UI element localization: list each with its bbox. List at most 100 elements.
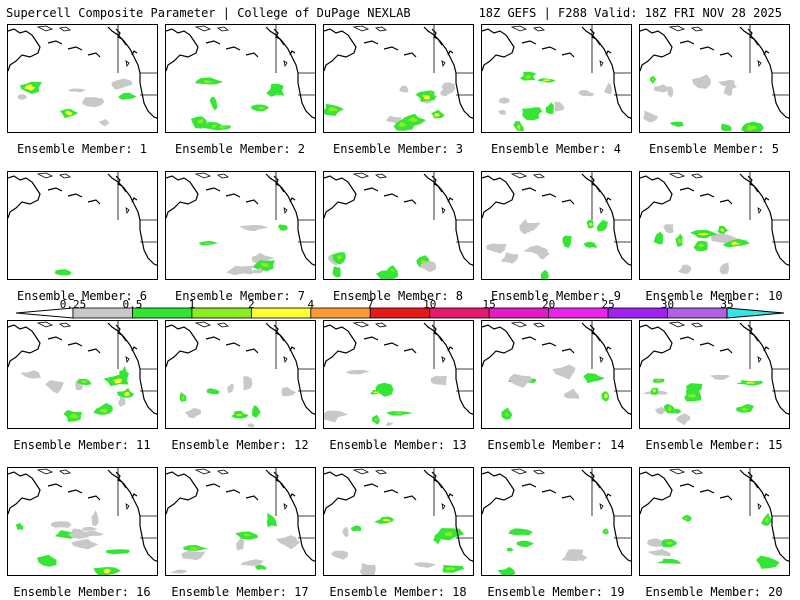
coastline [431, 324, 443, 342]
scp-contour-area [55, 269, 72, 276]
scp-contour-area [596, 219, 608, 232]
colorbar-tick-label: 1 [188, 298, 196, 311]
scp-contour-area [189, 547, 200, 550]
scp-contour-area [663, 224, 674, 234]
scp-contour-area [251, 405, 261, 418]
scp-contour-area [654, 407, 668, 415]
coastline [67, 342, 83, 347]
island-outline [375, 469, 387, 475]
scp-contour-area [385, 421, 394, 427]
member-map-graphic [324, 468, 473, 575]
scp-contour-area [65, 110, 73, 116]
coastline [131, 346, 138, 352]
island-outline [691, 322, 703, 328]
scp-contour-area [206, 388, 220, 395]
island-outline [691, 26, 703, 32]
island-outline [125, 207, 130, 215]
scp-contour-area [653, 231, 664, 245]
scp-contour-area [258, 107, 266, 110]
coastline [205, 336, 221, 341]
ensemble-member-caption: Ensemble Member: 9 [490, 289, 622, 303]
scp-contour-area [543, 79, 550, 81]
coastline [166, 28, 199, 72]
island-outline [691, 173, 703, 179]
ensemble-member-caption: Ensemble Member: 19 [487, 585, 625, 599]
scp-contour-area [498, 97, 511, 104]
island-outline [691, 469, 703, 475]
ensemble-member-caption: Ensemble Member: 16 [13, 585, 151, 599]
ensemble-member-map-8 [323, 171, 474, 280]
coastline [521, 336, 537, 341]
island-outline [36, 468, 54, 475]
coastline [383, 489, 399, 494]
scp-contour-area [373, 391, 380, 394]
scp-contour-area [359, 562, 376, 575]
colorbar-segment [310, 307, 371, 319]
coastline [541, 489, 557, 494]
coastline [8, 175, 41, 219]
island-outline [441, 503, 446, 511]
coastline [482, 175, 515, 219]
scp-contour-area [226, 265, 253, 276]
coastline [541, 46, 557, 51]
coastline [699, 193, 715, 198]
member-map-graphic [324, 321, 473, 427]
scp-contour-area [676, 413, 691, 426]
scp-contour-area [260, 262, 269, 268]
scp-contour-area [266, 83, 285, 97]
coastline [679, 187, 695, 192]
scp-contour-area [374, 418, 378, 422]
member-map-graphic [8, 25, 157, 127]
coastline [225, 193, 241, 198]
coastline [447, 493, 454, 499]
ensemble-member-map-9 [481, 171, 632, 280]
scp-contour-area [266, 512, 278, 528]
coastline [747, 324, 759, 342]
coastline [431, 28, 443, 46]
coastline [719, 495, 733, 501]
island-outline [125, 356, 130, 364]
scp-contour-area [517, 124, 521, 131]
island-outline [283, 503, 288, 511]
island-outline [59, 469, 71, 475]
scp-contour-area [723, 84, 734, 97]
colorbar-tick-label: 10 [423, 298, 437, 311]
member-map-graphic [640, 468, 789, 569]
ensemble-member-map-10 [639, 171, 790, 280]
scp-contour-area [441, 82, 456, 95]
coastline [273, 324, 285, 342]
coastline [640, 471, 673, 515]
scp-contour-area [731, 241, 741, 245]
member-map-graphic [482, 468, 631, 575]
ensemble-member-map-20 [639, 467, 790, 576]
scp-contour-area [408, 117, 418, 122]
coastline [521, 483, 537, 488]
coastline [205, 187, 221, 192]
colorbar-segment [488, 307, 550, 319]
scp-contour-area [674, 408, 682, 414]
island-outline [217, 469, 229, 475]
colorbar-tick-label: 0.5 [122, 298, 143, 311]
scp-contour-area [698, 232, 710, 236]
scp-contour-area [375, 270, 399, 279]
island-outline [668, 25, 686, 32]
island-outline [668, 468, 686, 475]
scp-contour-area [523, 245, 549, 255]
scp-contour-area [277, 224, 288, 231]
scp-contour-area [604, 393, 608, 399]
scp-contour-area [519, 222, 541, 232]
scp-contour-area [646, 538, 665, 547]
colorbar-segment [607, 307, 668, 319]
island-outline [599, 207, 604, 215]
island-outline [510, 468, 528, 475]
scp-contour-area [756, 555, 780, 569]
island-outline [757, 503, 762, 511]
colorbar-max-arrow [726, 307, 785, 319]
coastline [719, 52, 733, 58]
coastline [640, 324, 673, 368]
coastline [747, 471, 759, 489]
coastline [273, 175, 285, 193]
colorbar-tick-label: 4 [307, 298, 315, 311]
coastline [363, 483, 379, 488]
scp-contour-area [554, 101, 565, 112]
